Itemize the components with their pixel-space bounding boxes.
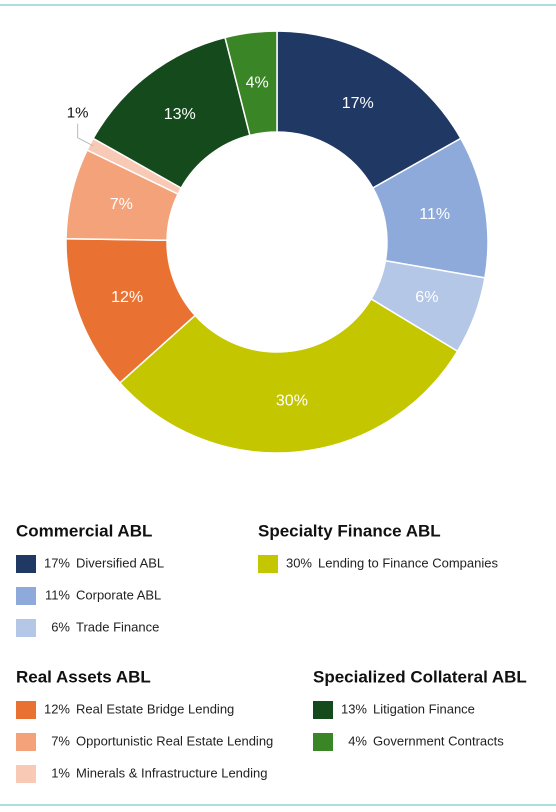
slice-label: 12% bbox=[111, 289, 143, 306]
group-title: Commercial ABL bbox=[16, 521, 152, 540]
slice bbox=[224, 30, 278, 137]
legend-swatch bbox=[16, 733, 36, 751]
legend-value: 13% bbox=[341, 701, 367, 716]
legend-value: 12% bbox=[44, 701, 70, 716]
legend-value: 4% bbox=[348, 733, 367, 748]
legend-value: 30% bbox=[286, 555, 312, 570]
legend-swatch bbox=[313, 701, 333, 719]
legend-value: 1% bbox=[51, 765, 70, 780]
legend-label: Trade Finance bbox=[76, 619, 159, 634]
legend-value: 7% bbox=[51, 733, 70, 748]
slice-label: 7% bbox=[110, 196, 133, 213]
legend-swatch bbox=[16, 619, 36, 637]
legend-label: Diversified ABL bbox=[76, 555, 164, 570]
legend-label: Lending to Finance Companies bbox=[318, 555, 498, 570]
legend-swatch bbox=[16, 555, 36, 573]
slice-label: 13% bbox=[164, 106, 196, 123]
slice-label: 30% bbox=[276, 393, 308, 410]
slice-label: 1% bbox=[67, 105, 89, 122]
legend-value: 6% bbox=[51, 619, 70, 634]
legend-label: Real Estate Bridge Lending bbox=[76, 701, 234, 716]
slice-label: 11% bbox=[419, 206, 450, 223]
legend-value: 11% bbox=[45, 587, 70, 602]
leader-line bbox=[77, 123, 94, 147]
legend-swatch bbox=[313, 733, 333, 751]
legend-label: Government Contracts bbox=[373, 733, 504, 748]
legend-swatch bbox=[16, 587, 36, 605]
slice bbox=[118, 297, 459, 454]
legend-value: 17% bbox=[44, 555, 70, 570]
slice-label: 4% bbox=[246, 74, 269, 91]
slice-label: 17% bbox=[342, 95, 374, 112]
legend-swatch bbox=[16, 765, 36, 783]
slice bbox=[276, 30, 462, 190]
legend-label: Minerals & Infrastructure Lending bbox=[76, 765, 267, 780]
slice-label: 6% bbox=[415, 289, 438, 306]
legend-swatch bbox=[16, 701, 36, 719]
legend-label: Corporate ABL bbox=[76, 587, 161, 602]
group-title: Real Assets ABL bbox=[16, 667, 151, 686]
group-title: Specialty Finance ABL bbox=[258, 521, 441, 540]
group-title: Specialized Collateral ABL bbox=[313, 667, 527, 686]
legend-label: Opportunistic Real Estate Lending bbox=[76, 733, 273, 748]
legend-swatch bbox=[258, 555, 278, 573]
legend-label: Litigation Finance bbox=[373, 701, 475, 716]
